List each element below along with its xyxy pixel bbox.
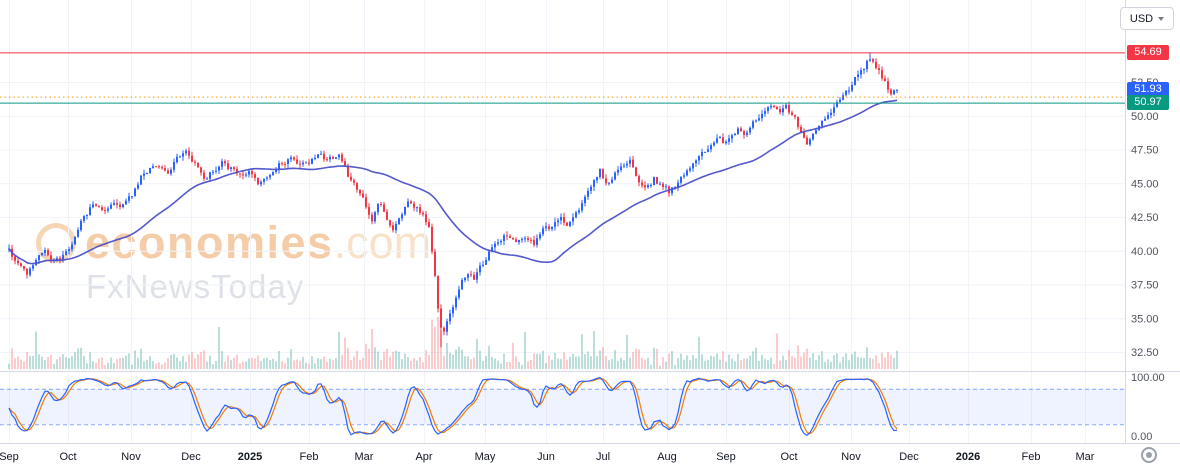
gridlines <box>0 0 1125 443</box>
svg-text:Apr: Apr <box>415 451 432 463</box>
stoch-k-line <box>8 377 898 437</box>
price-badge-support: 50.97 <box>1127 95 1169 111</box>
svg-text:0.00: 0.00 <box>1131 431 1152 443</box>
svg-text:45.00: 45.00 <box>1131 178 1159 190</box>
svg-text:Oct: Oct <box>59 451 76 463</box>
svg-text:Oct: Oct <box>780 451 797 463</box>
price-badge-resistance: 54.69 <box>1127 44 1169 60</box>
candlestick-series <box>8 52 898 348</box>
svg-text:37.50: 37.50 <box>1131 280 1159 292</box>
svg-text:Feb: Feb <box>300 451 319 463</box>
price-axis-labels[interactable]: 52.5050.0047.5045.0042.5040.0037.5035.00… <box>1131 77 1165 443</box>
svg-text:Jun: Jun <box>537 451 555 463</box>
svg-text:42.50: 42.50 <box>1131 212 1159 224</box>
watermark-subtitle: FxNewsToday <box>86 268 305 305</box>
svg-text:Nov: Nov <box>841 451 861 463</box>
svg-text:Nov: Nov <box>121 451 141 463</box>
svg-text:Aug: Aug <box>657 451 677 463</box>
svg-text:May: May <box>475 451 496 463</box>
svg-text:Jul: Jul <box>596 451 610 463</box>
svg-text:Mar: Mar <box>355 451 374 463</box>
chevron-down-icon <box>1158 16 1165 21</box>
svg-text:Mar: Mar <box>1076 451 1095 463</box>
svg-text:Sep: Sep <box>0 451 19 463</box>
svg-text:Sep: Sep <box>716 451 736 463</box>
stochastic-band <box>0 388 1125 425</box>
time-axis-labels[interactable]: Sep Oct Nov Dec 2025 Feb Mar Apr May Jun Jul Aug Sep… <box>0 451 1095 463</box>
currency-dropdown[interactable]: USD <box>1120 7 1174 30</box>
watermark: economies .com FxNewsToday <box>36 220 431 306</box>
svg-text:32.50: 32.50 <box>1131 347 1159 359</box>
price-badge-last-price: 51.93 <box>1127 82 1169 98</box>
svg-text:50.00: 50.00 <box>1131 111 1159 123</box>
volume-up-bars <box>8 327 898 369</box>
watermark-brand: economies <box>85 217 334 268</box>
svg-text:2025: 2025 <box>238 451 262 463</box>
volume-down-bars <box>11 317 892 369</box>
svg-text:35.00: 35.00 <box>1131 313 1159 325</box>
svg-text:Dec: Dec <box>899 451 919 463</box>
currency-label: USD <box>1129 12 1154 25</box>
watermark-brand-suffix: .com <box>333 217 432 268</box>
svg-text:Dec: Dec <box>181 451 201 463</box>
ma-line <box>8 99 898 265</box>
watermark-corner-icon[interactable] <box>1141 447 1157 463</box>
svg-text:2026: 2026 <box>956 451 980 463</box>
svg-text:40.00: 40.00 <box>1131 246 1159 258</box>
svg-text:47.50: 47.50 <box>1131 145 1159 157</box>
svg-text:100.00: 100.00 <box>1131 372 1165 384</box>
svg-text:Feb: Feb <box>1022 451 1041 463</box>
